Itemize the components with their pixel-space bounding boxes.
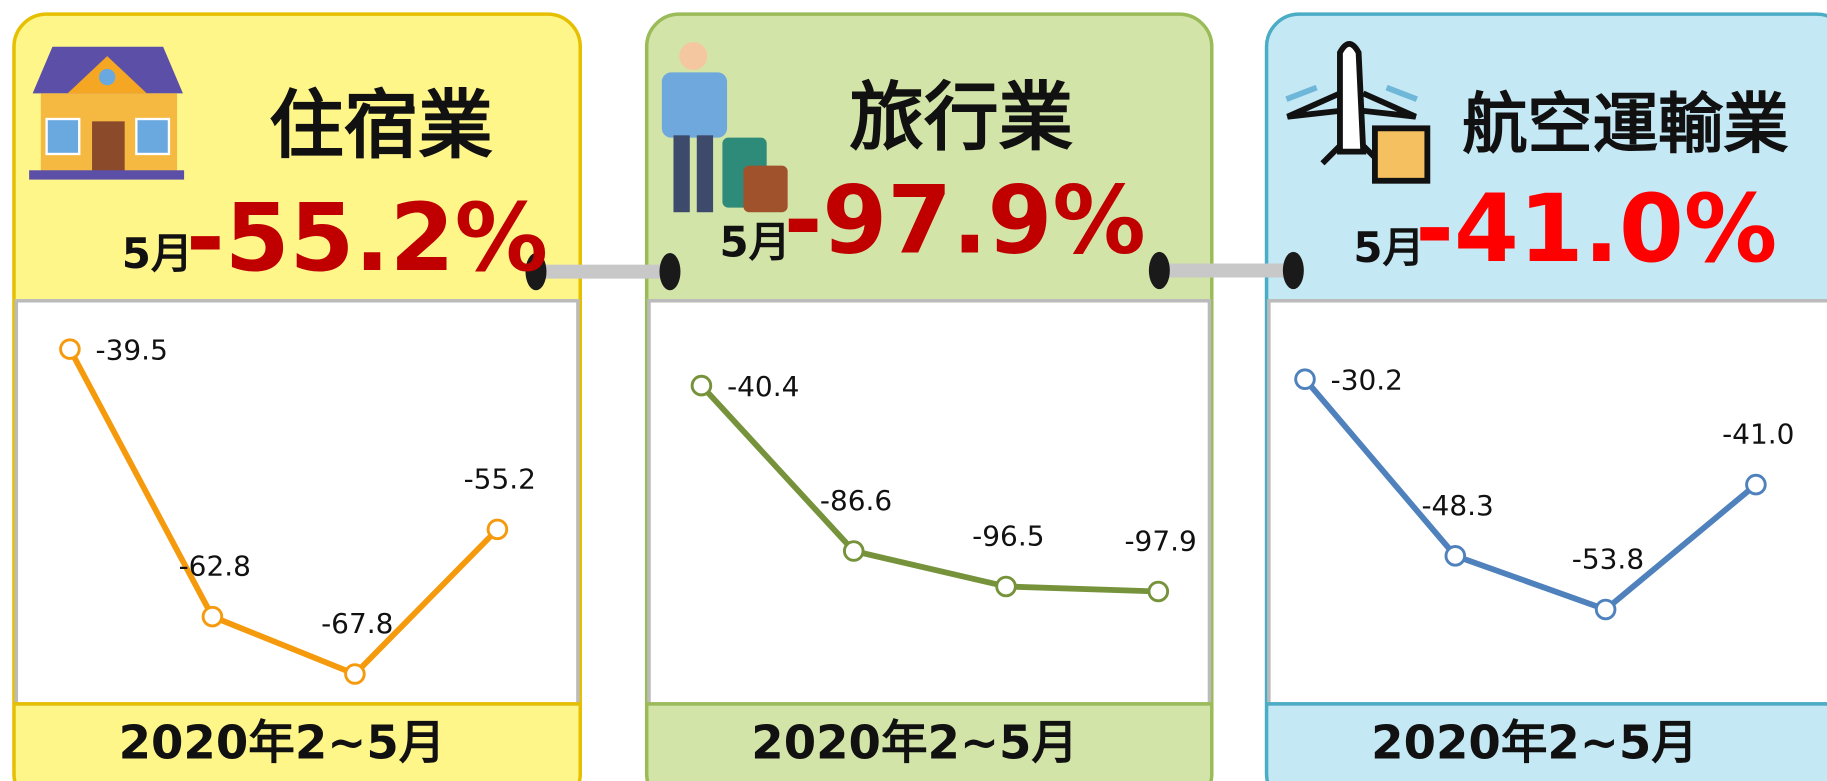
data-label: -30.2 <box>1331 364 1403 397</box>
data-label: -96.5 <box>972 520 1044 553</box>
plot-area <box>647 299 1212 706</box>
cards <box>12 12 1827 781</box>
x-axis-label: 2020年2~5月 <box>751 715 1078 769</box>
headline: -55.2% <box>186 183 548 292</box>
data-label: -48.3 <box>1421 489 1493 522</box>
point <box>995 575 1017 598</box>
point <box>842 540 865 562</box>
card-title: 航空運輸業 <box>1462 86 1788 162</box>
plot-area <box>14 299 580 706</box>
point <box>486 518 509 541</box>
airplane-icon <box>1285 41 1431 184</box>
data-label: -55.2 <box>464 462 536 495</box>
x-axis-label: 2020年2~5月 <box>119 715 446 769</box>
period: 5月 <box>122 229 193 278</box>
data-label: -67.8 <box>321 607 393 640</box>
data-label: -53.8 <box>1572 543 1644 576</box>
point <box>1294 368 1316 390</box>
data-label: -97.9 <box>1124 525 1196 558</box>
plot-area <box>1267 299 1827 706</box>
headline: -97.9% <box>784 166 1146 275</box>
point <box>1745 473 1767 496</box>
data-label: -86.6 <box>820 484 892 517</box>
data-label: -41.0 <box>1722 418 1794 451</box>
data-label: -40.4 <box>727 370 799 403</box>
connector <box>1148 251 1304 290</box>
traveler-icon <box>661 42 788 213</box>
line <box>67 347 500 677</box>
point <box>59 338 81 360</box>
house-icon <box>29 46 185 180</box>
line <box>699 383 1159 595</box>
headline: -41.0% <box>1415 174 1777 283</box>
line <box>1302 377 1758 613</box>
point <box>344 663 366 685</box>
period: 5月 <box>1353 223 1424 272</box>
data-label: -62.8 <box>179 550 251 583</box>
point <box>1594 598 1617 621</box>
card-title: 旅行業 <box>849 74 1073 161</box>
point <box>690 374 713 397</box>
point <box>1444 545 1467 567</box>
connector <box>525 253 681 291</box>
card-title: 住宿業 <box>269 82 493 169</box>
point <box>201 605 224 628</box>
data-label: -39.5 <box>96 333 168 366</box>
x-axis-label: 2020年2~5月 <box>1371 715 1698 769</box>
period: 5月 <box>719 217 790 266</box>
point <box>1147 580 1170 603</box>
